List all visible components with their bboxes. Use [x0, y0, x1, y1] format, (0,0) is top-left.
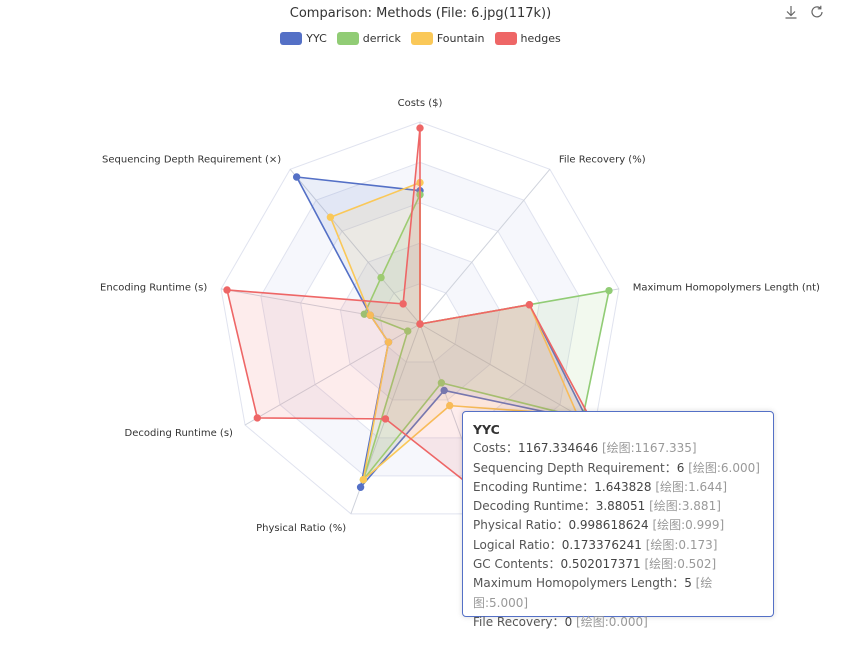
indicator-label-1: File Recovery (%)	[559, 155, 646, 166]
legend-item-derrick[interactable]: derrick	[336, 32, 401, 45]
download-icon[interactable]	[781, 2, 801, 22]
data-point-derrick-8	[377, 273, 385, 282]
data-point-yyc-4	[440, 386, 448, 395]
tooltip-row-value: 0.173376241	[561, 537, 642, 552]
tooltip-row-draw: [绘图:0.000]	[572, 614, 648, 629]
tooltip-rows: Costs：1167.334646 [绘图:1167.335] Sequencin…	[473, 439, 763, 632]
tooltip-row-separator: ：	[549, 537, 562, 552]
tooltip-row: Sequencing Depth Requirement：6 [绘图:6.000…	[473, 459, 763, 478]
tooltip-row-separator: ：	[552, 614, 565, 629]
tooltip-row-draw: [绘图:1.644]	[651, 479, 728, 494]
legend-swatch	[280, 32, 303, 45]
data-point-hedges-7	[223, 286, 231, 294]
tooltip-row-draw: [绘图:1167.335]	[598, 441, 697, 456]
data-point-hedges-6	[253, 414, 262, 422]
tooltip-row-separator: ：	[582, 479, 595, 494]
tooltip-row-label: GC Contents	[473, 557, 549, 572]
tooltip-row-value: 1167.334646	[517, 441, 599, 456]
tooltip-row: Encoding Runtime：1.643828 [绘图:1.644]	[473, 478, 763, 497]
tooltip-row-draw: [绘图:3.881]	[645, 499, 721, 514]
tooltip-row-value: 5	[684, 576, 692, 591]
legend: YYC derrick Fountain hedges	[0, 32, 841, 45]
data-point-hedges-0	[416, 124, 424, 132]
tooltip-row-separator: ：	[583, 499, 596, 514]
tooltip-row-label: File Recovery	[473, 614, 553, 629]
legend-label: Fountain	[436, 32, 485, 45]
data-point-fountain-4	[446, 401, 454, 410]
legend-item-yyc[interactable]: YYC	[280, 32, 327, 45]
indicator-label-8: Sequencing Depth Requirement (×)	[102, 155, 281, 166]
legend-swatch	[494, 32, 517, 45]
data-point-hedges-1	[416, 320, 424, 328]
tooltip-row-draw: [绘图:0.999]	[648, 518, 725, 533]
indicator-label-6: Decoding Runtime (s)	[125, 428, 234, 439]
tooltip-row-label: Sequencing Depth Requirement	[473, 460, 665, 475]
legend-label: derrick	[362, 32, 401, 45]
tooltip-row-value: 0.502017371	[560, 557, 641, 572]
indicator-label-2: Maximum Homopolymers Length (nt)	[633, 282, 820, 293]
axis-line-3	[419, 323, 596, 426]
tooltip-row: Maximum Homopolymers Length：5 [绘图:5.000]	[473, 574, 763, 613]
data-point-fountain-6	[384, 338, 393, 346]
data-point-hedges-2	[525, 301, 534, 309]
tooltip-row-value: 0.998618624	[568, 518, 649, 533]
indicator-label-0: Costs ($)	[398, 98, 443, 109]
tooltip-row: Decoding Runtime：3.88051 [绘图:3.881]	[473, 497, 763, 516]
data-point-derrick-6	[404, 327, 412, 335]
tooltip-row-value: 6	[676, 460, 685, 475]
legend-item-fountain[interactable]: Fountain	[410, 32, 485, 45]
legend-swatch	[336, 32, 359, 45]
tooltip-row-label: Logical Ratio	[473, 537, 550, 552]
tooltip-row-draw: [绘图:5.000]	[473, 576, 713, 610]
axis-line-1	[419, 168, 551, 325]
indicator-label-7: Encoding Runtime (s)	[100, 282, 207, 293]
tooltip-row-separator: ：	[664, 460, 677, 475]
tooltip-row: File Recovery：0 [绘图:0.000]	[473, 613, 763, 632]
tooltip-row-separator: ：	[505, 441, 518, 456]
tooltip-row: Physical Ratio：0.998618624 [绘图:0.999]	[473, 516, 763, 535]
legend-label: hedges	[520, 32, 561, 45]
tooltip-row-label: Decoding Runtime	[473, 499, 584, 514]
refresh-icon[interactable]	[807, 2, 827, 22]
legend-item-hedges[interactable]: hedges	[494, 32, 561, 45]
tooltip-row-separator: ：	[556, 518, 569, 533]
tooltip-row-value: 1.643828	[594, 479, 652, 494]
tooltip-row-draw: [绘图:6.000]	[684, 460, 760, 475]
tooltip-row: Costs：1167.334646 [绘图:1167.335]	[473, 439, 763, 458]
data-point-derrick-4	[437, 379, 446, 387]
data-point-fountain-7	[366, 311, 374, 319]
tooltip-row: GC Contents：0.502017371 [绘图:0.502]	[473, 555, 763, 574]
data-point-hedges-5	[381, 415, 390, 423]
tooltip-row-label: Maximum Homopolymers Length	[473, 576, 673, 591]
tooltip-row-label: Encoding Runtime	[473, 479, 583, 494]
tooltip-row-draw: [绘图:0.173]	[641, 537, 718, 552]
tooltip: YYC Costs：1167.334646 [绘图:1167.335] Seque…	[462, 411, 774, 629]
chart-toolbar	[781, 2, 827, 22]
tooltip-row-separator: ：	[672, 576, 685, 591]
indicator-label-5: Physical Ratio (%)	[256, 523, 346, 534]
tooltip-title: YYC	[473, 422, 500, 437]
tooltip-row-separator: ：	[548, 557, 561, 572]
tooltip-row-value: 3.88051	[595, 499, 646, 514]
data-point-hedges-8	[399, 300, 407, 308]
tooltip-row-label: Costs	[473, 441, 506, 456]
chart-title: Comparison: Methods (File: 6.jpg(117k))	[289, 6, 552, 21]
tooltip-row-label: Physical Ratio	[473, 518, 557, 533]
data-point-derrick-2	[605, 286, 613, 295]
data-point-yyc-8	[292, 173, 301, 181]
data-point-fountain-8	[326, 213, 335, 221]
tooltip-row-draw: [绘图:0.502]	[640, 557, 717, 572]
legend-label: YYC	[306, 32, 327, 45]
tooltip-row-value: 0	[564, 614, 573, 629]
data-point-fountain-5	[359, 475, 368, 484]
axis-line-7	[220, 288, 421, 325]
legend-swatch	[410, 32, 433, 45]
tooltip-row: Logical Ratio：0.173376241 [绘图:0.173]	[473, 536, 763, 555]
axis-line-8	[289, 168, 421, 325]
data-point-yyc-5	[356, 483, 365, 491]
series-area-hedges	[226, 127, 594, 496]
